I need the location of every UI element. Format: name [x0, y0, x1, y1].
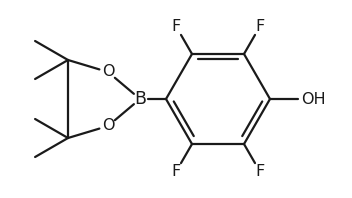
Text: OH: OH	[301, 91, 326, 107]
Text: F: F	[255, 164, 265, 179]
Text: B: B	[134, 90, 146, 108]
Text: F: F	[171, 164, 181, 179]
Text: O: O	[102, 65, 114, 80]
Text: F: F	[255, 19, 265, 34]
Text: F: F	[171, 19, 181, 34]
Text: O: O	[102, 118, 114, 133]
